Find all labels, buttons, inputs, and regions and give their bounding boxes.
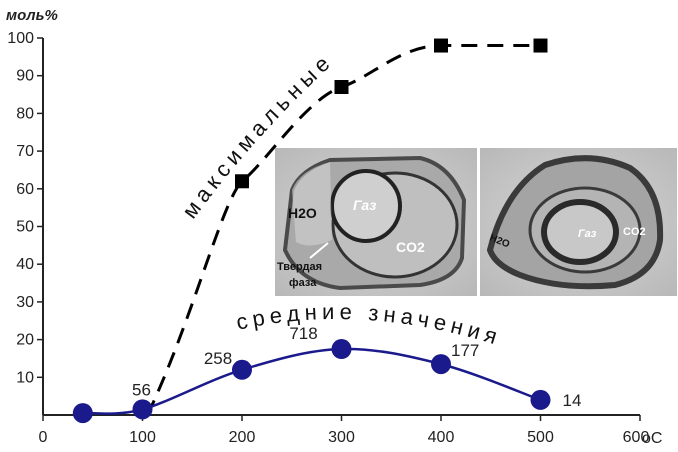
bubble-gas-right [541, 199, 619, 265]
label-solid-line2: фаза [289, 277, 317, 289]
h2o-region-left [292, 162, 332, 246]
y-tick-label: 90 [16, 68, 34, 85]
y-tick-label: 80 [16, 105, 34, 122]
y-tick-label: 30 [16, 294, 34, 311]
x-tick-label: 600 [623, 429, 650, 446]
x-tick-label: 0 [39, 429, 48, 446]
x-axis-unit: оС [642, 430, 662, 447]
series-avg: 56 258 718 177 14 [72, 324, 582, 424]
label-co2-left: CO2 [396, 239, 425, 255]
series-avg-marker [530, 389, 551, 410]
y-tick-label: 10 [16, 369, 34, 386]
y-tick-label: 100 [7, 30, 34, 47]
series-avg-marker [132, 399, 153, 420]
y-axis-label: моль% [6, 7, 58, 24]
photo-left: H2O Газ CO2 Твердая фаза [275, 148, 477, 296]
x-tick-label: 100 [129, 429, 156, 446]
label-gas-right: Газ [578, 228, 597, 240]
label-solid-line1: Твердая [277, 261, 322, 273]
x-tick-label: 200 [229, 429, 256, 446]
series-max [146, 38, 548, 416]
y-tick-label: 20 [16, 332, 34, 349]
x-tick-label: 400 [428, 429, 455, 446]
label-h2o-left: H2O [288, 205, 317, 221]
x-tick-label: 500 [527, 429, 554, 446]
series-max-marker [434, 38, 448, 53]
bubble-gas-left [330, 169, 402, 243]
series-avg-marker [72, 403, 93, 424]
y-tick-label: 50 [16, 219, 34, 236]
series-avg-marker [232, 359, 252, 380]
solid-phase-pointer [309, 242, 329, 259]
photo-right: H2O Газ CO2 [480, 148, 677, 296]
y-tick-label: 40 [16, 256, 34, 273]
y-tick-label: 70 [16, 143, 34, 160]
y-tick-label: 60 [16, 181, 34, 198]
data-label: 177 [451, 341, 479, 360]
series-max-marker [533, 38, 548, 53]
x-tick-label: 300 [328, 429, 355, 446]
data-label: 718 [289, 324, 317, 343]
x-ticks: 0 100 200 300 400 500 600 [39, 415, 650, 446]
series-avg-marker [331, 339, 352, 360]
data-label: 14 [563, 391, 582, 410]
series-max-marker [334, 80, 349, 95]
label-co2-right: CO2 [623, 226, 646, 238]
series-max-line [146, 44, 541, 416]
series-avg-marker [431, 354, 451, 375]
label-gas-left: Газ [353, 197, 376, 213]
data-label: 56 [132, 380, 151, 399]
data-label: 258 [204, 349, 232, 368]
y-ticks: 10 20 30 40 50 60 70 80 90 100 [7, 30, 43, 386]
series-max-marker [235, 174, 249, 189]
